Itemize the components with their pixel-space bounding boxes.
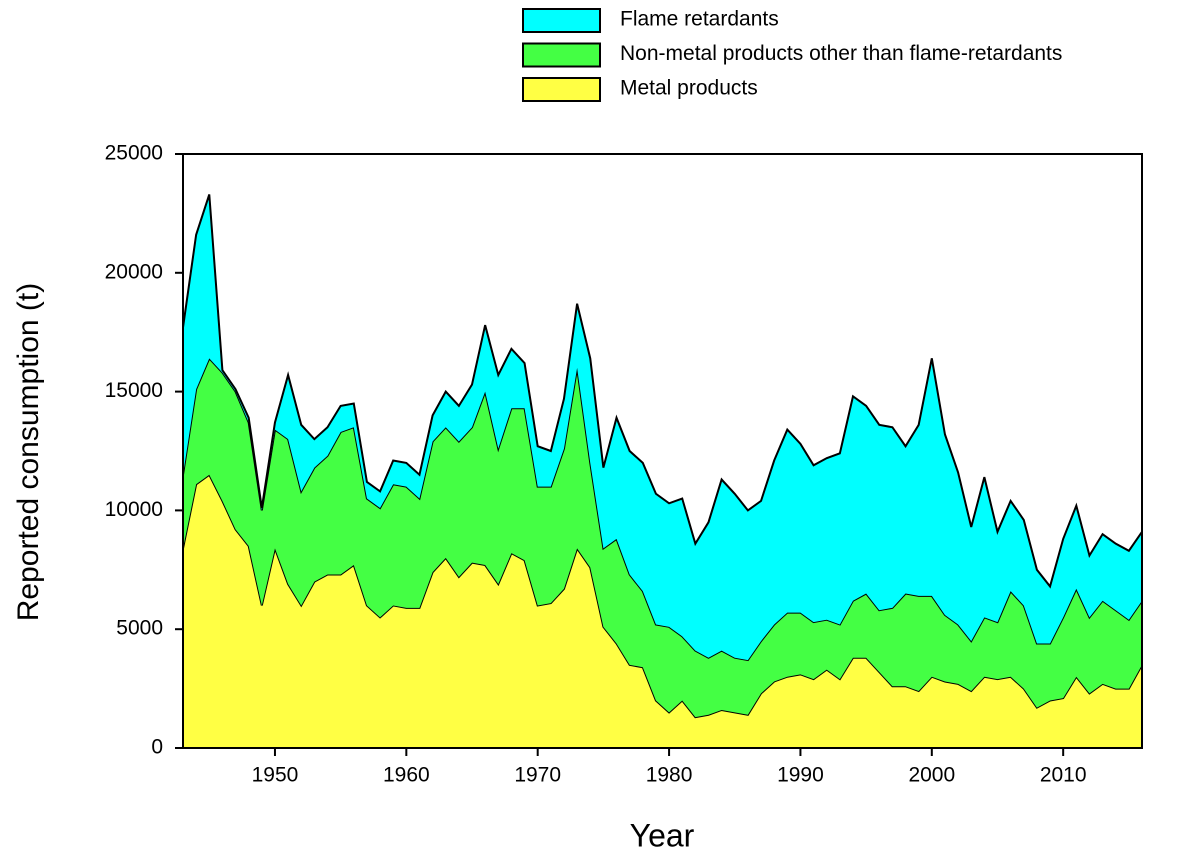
- x-tick-label: 1970: [514, 764, 561, 787]
- legend-swatch: [522, 77, 601, 102]
- x-tick-label: 1960: [383, 764, 430, 787]
- y-tick-label: 0: [151, 736, 163, 759]
- legend-label: Metal products: [620, 77, 758, 100]
- x-tick-label: 1990: [777, 764, 824, 787]
- plot-frame: [182, 153, 1143, 749]
- y-tick-label: 10000: [105, 498, 163, 521]
- area: [183, 358, 1142, 718]
- legend-label: Flame retardants: [620, 8, 779, 31]
- y-tick-label: 25000: [105, 142, 163, 165]
- y-tick-label: 20000: [105, 260, 163, 283]
- area-edge: [182, 194, 1143, 589]
- area: [183, 194, 1142, 661]
- legend-swatch: [522, 8, 601, 33]
- x-axis-title: Year: [630, 817, 695, 853]
- x-tick-label: 1980: [646, 764, 693, 787]
- x-tick-label: 1950: [252, 764, 299, 787]
- x-tick-label: 2000: [908, 764, 955, 787]
- legend-label: Non-metal products other than flame-reta…: [620, 42, 1062, 65]
- x-tick-label: 2010: [1040, 764, 1087, 787]
- legend-swatch: [522, 42, 601, 68]
- y-tick-label: 5000: [116, 617, 163, 640]
- area: [183, 474, 1142, 748]
- y-axis-title: Reported consumption (t): [12, 283, 45, 622]
- y-tick-label: 15000: [105, 379, 163, 402]
